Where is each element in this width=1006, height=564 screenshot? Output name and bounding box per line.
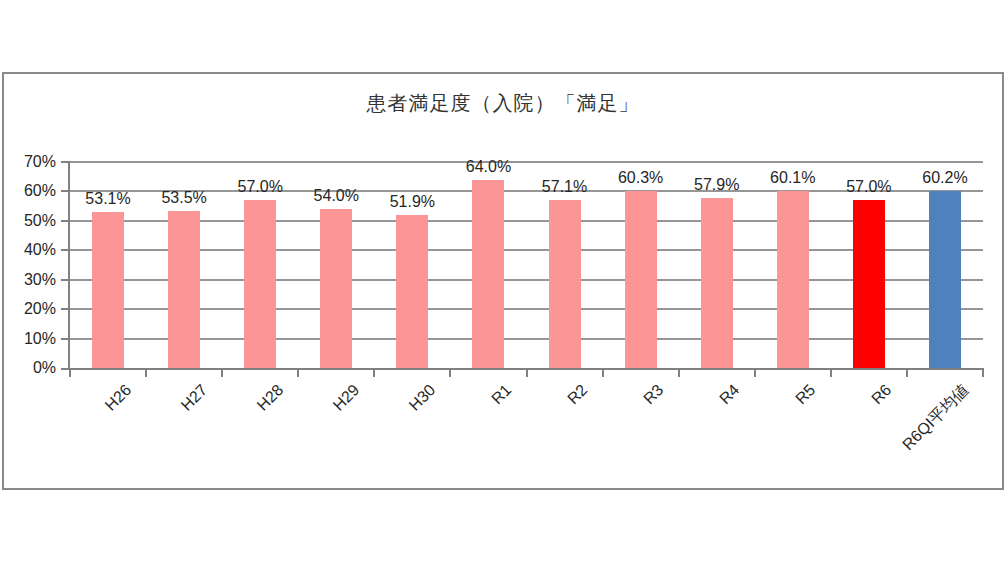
bar-R2 [549,200,581,368]
data-label: 53.1% [66,189,150,208]
x-axis-tick [982,368,984,377]
gridline-20% [70,308,983,310]
x-axis-label: R1 [488,381,515,408]
bar-H28 [244,200,276,368]
bar-H30 [396,215,428,368]
x-axis-label: H29 [330,381,363,414]
y-axis-label: 10% [6,329,56,349]
x-axis-label: R5 [792,381,819,408]
data-label: 57.1% [523,177,607,196]
x-axis-tick [449,368,451,377]
bar-H29 [320,209,352,368]
y-axis-label: 20% [6,299,56,319]
bar-H27 [168,211,200,368]
x-axis-label: H28 [253,381,286,414]
x-axis-tick [906,368,908,377]
data-label: 57.0% [827,177,911,196]
x-axis-tick [221,368,223,377]
x-axis-label: R6 [868,381,895,408]
x-axis-tick [602,368,604,377]
bar-H26 [92,212,124,368]
x-axis-tick [69,368,71,377]
bar-R6QI平均値 [929,191,961,368]
x-axis-tick [145,368,147,377]
y-axis-label: 0% [6,358,56,378]
gridline-10% [70,338,983,340]
bar-R4 [701,198,733,368]
x-axis-label: R3 [640,381,667,408]
data-label: 60.2% [903,168,987,187]
gridline-30% [70,279,983,281]
x-axis-label: H27 [177,381,210,414]
x-axis-tick [754,368,756,377]
plot-area: 0%10%20%30%40%50%60%70%53.1%H2653.5%H275… [70,162,983,368]
bar-R5 [777,191,809,368]
data-label: 51.9% [370,192,454,211]
y-axis-label: 50% [6,211,56,231]
x-axis-label: R6QI平均値 [899,381,972,454]
chart-title: 患者満足度（入院）「満足」 [4,89,1002,117]
data-label: 53.5% [142,188,226,207]
x-axis-tick [526,368,528,377]
x-axis-label: H26 [101,381,134,414]
gridline-40% [70,249,983,251]
bar-R1 [472,180,504,368]
x-axis-tick [830,368,832,377]
data-label: 54.0% [294,186,378,205]
data-label: 60.3% [599,168,683,187]
y-axis-label: 30% [6,270,56,290]
x-axis-tick [297,368,299,377]
x-axis-tick [373,368,375,377]
y-axis-label: 70% [6,152,56,172]
x-axis-label: H30 [406,381,439,414]
data-label: 64.0% [446,157,530,176]
chart-frame: 患者満足度（入院）「満足」 0%10%20%30%40%50%60%70%53.… [2,72,1004,490]
data-label: 57.0% [218,177,302,196]
data-label: 57.9% [675,175,759,194]
x-axis-tick [678,368,680,377]
bar-R3 [625,191,657,368]
y-axis-label: 40% [6,240,56,260]
bar-R6 [853,200,885,368]
gridline-50% [70,220,983,222]
y-axis-label: 60% [6,181,56,201]
x-axis-label: R4 [716,381,743,408]
x-axis-label: R2 [564,381,591,408]
data-label: 60.1% [751,168,835,187]
